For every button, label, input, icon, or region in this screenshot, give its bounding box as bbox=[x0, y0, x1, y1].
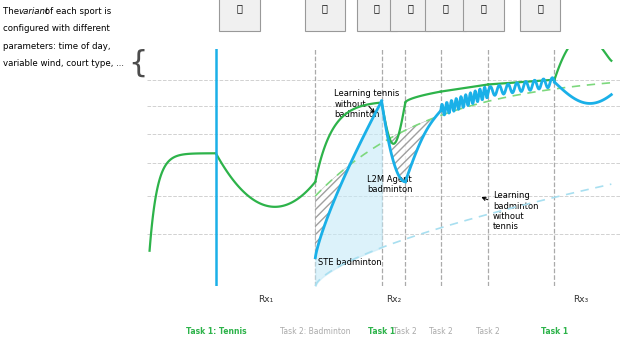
Text: Task 2: Badminton: Task 2: Badminton bbox=[280, 327, 351, 335]
Text: L2M Agent
badminton: L2M Agent badminton bbox=[367, 174, 413, 194]
Text: configured with different: configured with different bbox=[3, 24, 110, 34]
FancyBboxPatch shape bbox=[520, 0, 561, 31]
Text: Task 1: Task 1 bbox=[368, 327, 395, 335]
Text: Rx₁: Rx₁ bbox=[258, 295, 273, 304]
Text: 🏸: 🏸 bbox=[407, 3, 413, 14]
FancyBboxPatch shape bbox=[305, 0, 345, 31]
FancyBboxPatch shape bbox=[356, 0, 397, 31]
Text: 🎾: 🎾 bbox=[374, 3, 380, 14]
Text: 🏸: 🏸 bbox=[481, 3, 486, 14]
Text: Rx₂: Rx₂ bbox=[386, 295, 401, 304]
Text: Task 1: Tennis: Task 1: Tennis bbox=[186, 327, 246, 335]
FancyBboxPatch shape bbox=[220, 0, 260, 31]
Text: Task 2: Task 2 bbox=[476, 327, 500, 335]
Text: Task 2: Task 2 bbox=[394, 327, 417, 335]
Text: Rx₃: Rx₃ bbox=[573, 295, 588, 304]
Text: The: The bbox=[3, 7, 22, 16]
Text: parameters: time of day,: parameters: time of day, bbox=[3, 42, 111, 51]
Text: Learning tennis
without
badminton: Learning tennis without badminton bbox=[334, 89, 399, 119]
FancyBboxPatch shape bbox=[426, 0, 466, 31]
Text: variable wind, court type, ...: variable wind, court type, ... bbox=[3, 59, 124, 68]
Text: 🏸: 🏸 bbox=[322, 3, 328, 14]
Text: of each sport is: of each sport is bbox=[42, 7, 111, 16]
Text: variant: variant bbox=[18, 7, 48, 16]
Text: 🏸: 🏸 bbox=[443, 3, 449, 14]
Text: STE badminton: STE badminton bbox=[317, 258, 381, 267]
Text: Learning
badminton
without
tennis: Learning badminton without tennis bbox=[483, 191, 538, 231]
FancyBboxPatch shape bbox=[463, 0, 504, 31]
Text: 🎾: 🎾 bbox=[237, 3, 243, 14]
Text: Task 1: Task 1 bbox=[541, 327, 568, 335]
Text: 🎾: 🎾 bbox=[538, 3, 543, 14]
Text: {: { bbox=[128, 48, 147, 77]
Text: Task 2: Task 2 bbox=[429, 327, 452, 335]
FancyBboxPatch shape bbox=[390, 0, 430, 31]
